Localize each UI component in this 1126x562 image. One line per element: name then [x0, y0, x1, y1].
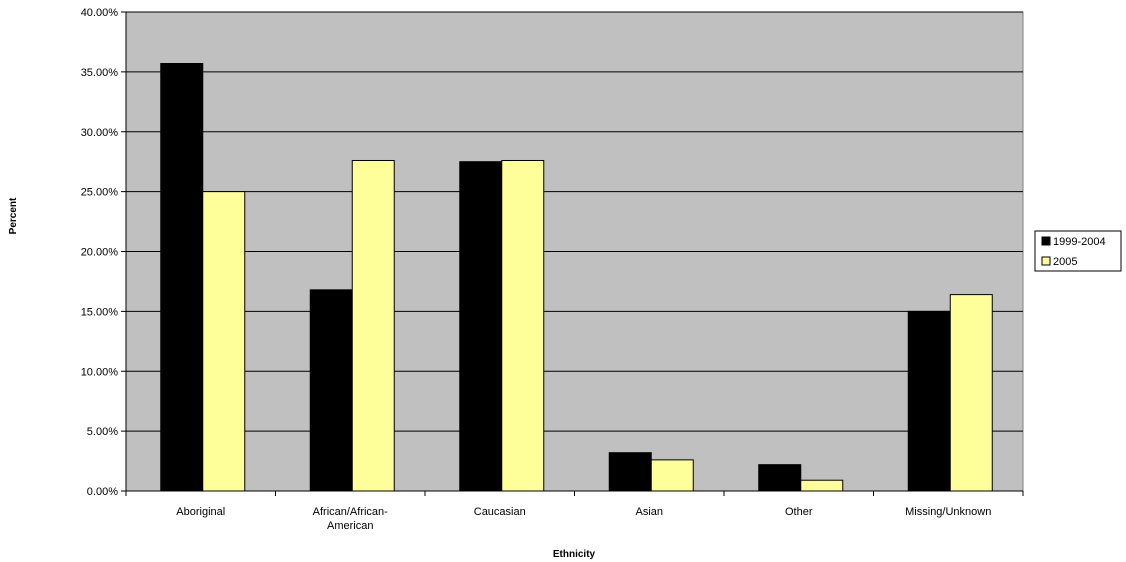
axes [121, 11, 1024, 496]
bars [160, 62, 993, 492]
y-tick-label: 20.00% [81, 247, 119, 259]
y-tick-label: 5.00% [87, 426, 118, 438]
bar-2005-Aboriginal [202, 191, 246, 492]
x-category-label: Asian [635, 506, 663, 518]
legend-swatch-1999-2004 [1041, 236, 1051, 246]
y-tick-label: 10.00% [81, 366, 119, 378]
x-category-label: Missing/Unknown [905, 506, 991, 518]
y-axis-title: Percent [8, 197, 19, 234]
bar-1999-2004-Caucasian [459, 161, 503, 492]
gridlines [126, 11, 1023, 432]
legend: 1999-2004 2005 [1034, 230, 1122, 272]
bar-1999-2004-Missing/Unknown [907, 310, 951, 492]
bar-2005-Caucasian [501, 159, 545, 492]
bar-1999-2004-Asian [608, 452, 652, 492]
x-axis-title: Ethnicity [553, 549, 596, 560]
legend-swatch-2005 [1041, 256, 1051, 266]
legend-label-2005: 2005 [1053, 256, 1077, 268]
x-category-label: Aboriginal [176, 506, 225, 518]
y-tick-label: 35.00% [81, 67, 119, 79]
bar-1999-2004-Aboriginal [160, 62, 204, 492]
y-tick-label: 40.00% [81, 7, 119, 19]
y-tick-label: 25.00% [81, 187, 119, 199]
x-category-labels: Aboriginal African/African-American Caucas… [176, 506, 991, 532]
bar-2005-African/African- American [351, 159, 395, 492]
bar-1999-2004-African/African- American [309, 289, 353, 492]
y-tick-label: 15.00% [81, 306, 119, 318]
x-category-label: Caucasian [474, 506, 526, 518]
y-tick-labels: 0.00% 5.00% 10.00% 15.00% 20.00% 25.00% 30.00%… [81, 7, 119, 498]
y-tick-label: 30.00% [81, 127, 119, 139]
legend-label-1999-2004: 1999-2004 [1053, 236, 1106, 248]
x-category-label: African/African-American [313, 506, 389, 532]
bar-1999-2004-Other [758, 464, 802, 492]
y-tick-label: 0.00% [87, 486, 118, 498]
bar-2005-Asian [650, 459, 694, 492]
x-category-label: Other [785, 506, 813, 518]
bar-2005-Missing/Unknown [949, 294, 993, 492]
bar-2005-Other [800, 479, 844, 492]
